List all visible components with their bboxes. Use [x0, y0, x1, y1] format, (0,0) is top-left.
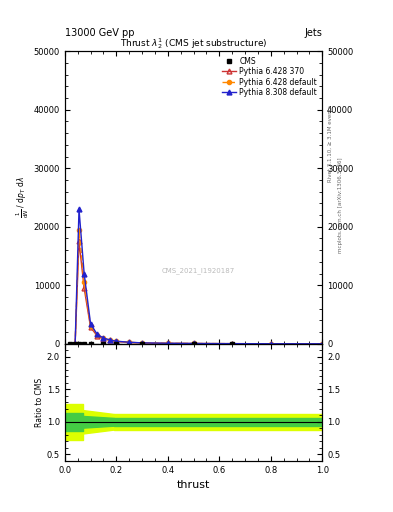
- CMS: [88, 340, 93, 347]
- Title: Thrust $\lambda_{2}^{1}$ (CMS jet substructure): Thrust $\lambda_{2}^{1}$ (CMS jet substr…: [120, 36, 267, 51]
- Line: CMS: CMS: [68, 342, 235, 346]
- Pythia 6.428 370: [73, 340, 77, 347]
- X-axis label: thrust: thrust: [177, 480, 210, 490]
- Pythia 6.428 370: [165, 340, 170, 347]
- Pythia 6.428 370: [140, 340, 145, 346]
- CMS: [230, 340, 235, 347]
- Pythia 6.428 default: [230, 340, 235, 347]
- Y-axis label: $\frac{1}{\mathrm{d}N}$ / $\mathrm{d}p_T$ $\mathrm{d}\lambda$: $\frac{1}{\mathrm{d}N}$ / $\mathrm{d}p_T…: [15, 177, 31, 219]
- Text: mcplots.cern.ch [arXiv:1306.3436]: mcplots.cern.ch [arXiv:1306.3436]: [338, 157, 343, 252]
- Pythia 6.428 default: [77, 227, 81, 233]
- Pythia 8.308 default: [165, 340, 170, 346]
- Text: 13000 GeV pp: 13000 GeV pp: [65, 28, 134, 38]
- CMS: [77, 340, 81, 347]
- CMS: [82, 340, 86, 347]
- Pythia 8.308 default: [127, 339, 132, 345]
- Pythia 6.428 370: [82, 285, 86, 291]
- Pythia 6.428 370: [320, 340, 325, 347]
- Pythia 8.308 default: [82, 270, 86, 276]
- CMS: [68, 340, 72, 347]
- Y-axis label: Ratio to CMS: Ratio to CMS: [35, 378, 44, 427]
- Pythia 6.428 default: [108, 337, 112, 343]
- Pythia 8.308 default: [114, 338, 119, 344]
- Legend: CMS, Pythia 6.428 370, Pythia 6.428 default, Pythia 8.308 default: CMS, Pythia 6.428 370, Pythia 6.428 defa…: [221, 55, 318, 99]
- Pythia 6.428 default: [191, 340, 196, 347]
- Pythia 6.428 370: [191, 340, 196, 347]
- Pythia 8.308 default: [230, 340, 235, 347]
- Pythia 8.308 default: [320, 340, 325, 347]
- Pythia 6.428 370: [114, 338, 119, 345]
- Pythia 6.428 370: [77, 238, 81, 244]
- Pythia 6.428 default: [73, 340, 77, 347]
- CMS: [114, 340, 119, 347]
- Pythia 8.308 default: [73, 340, 77, 347]
- Pythia 8.308 default: [101, 335, 106, 341]
- Pythia 6.428 default: [165, 340, 170, 346]
- Pythia 8.308 default: [140, 340, 145, 346]
- Pythia 6.428 370: [88, 324, 93, 330]
- Pythia 8.308 default: [95, 331, 99, 337]
- Pythia 8.308 default: [88, 321, 93, 327]
- Pythia 6.428 370: [230, 340, 235, 347]
- Pythia 6.428 default: [127, 339, 132, 346]
- CMS: [191, 340, 196, 347]
- Pythia 6.428 default: [95, 332, 99, 338]
- Pythia 6.428 default: [320, 340, 325, 347]
- Text: Rivet 3.1.10, ≥ 3.1M events: Rivet 3.1.10, ≥ 3.1M events: [328, 105, 333, 182]
- Text: CMS_2021_I1920187: CMS_2021_I1920187: [162, 267, 235, 274]
- Line: Pythia 6.428 370: Pythia 6.428 370: [73, 239, 325, 346]
- Line: Pythia 6.428 default: Pythia 6.428 default: [73, 228, 324, 346]
- CMS: [101, 340, 106, 347]
- Pythia 6.428 370: [95, 332, 99, 338]
- CMS: [73, 340, 77, 347]
- Pythia 8.308 default: [191, 340, 196, 347]
- Pythia 6.428 default: [268, 340, 273, 347]
- Pythia 6.428 default: [88, 323, 93, 329]
- Text: Jets: Jets: [305, 28, 322, 38]
- Line: Pythia 8.308 default: Pythia 8.308 default: [73, 207, 325, 346]
- Pythia 8.308 default: [77, 206, 81, 212]
- Pythia 6.428 370: [268, 340, 273, 347]
- Pythia 6.428 370: [127, 339, 132, 346]
- Pythia 8.308 default: [268, 340, 273, 347]
- Pythia 6.428 370: [101, 336, 106, 342]
- Pythia 8.308 default: [108, 337, 112, 343]
- Pythia 6.428 370: [108, 337, 112, 344]
- Pythia 6.428 default: [101, 335, 106, 342]
- Pythia 6.428 default: [82, 279, 86, 285]
- CMS: [140, 340, 145, 347]
- Pythia 6.428 default: [114, 338, 119, 345]
- Pythia 6.428 default: [140, 340, 145, 346]
